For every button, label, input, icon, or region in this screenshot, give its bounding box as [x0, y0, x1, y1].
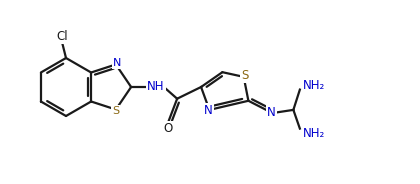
Text: O: O — [163, 122, 173, 135]
Text: NH₂: NH₂ — [303, 127, 325, 140]
Text: S: S — [112, 106, 119, 116]
Text: Cl: Cl — [56, 31, 68, 43]
Text: N: N — [267, 106, 276, 119]
Text: N: N — [204, 104, 213, 117]
Text: S: S — [241, 69, 248, 82]
Text: N: N — [113, 59, 121, 68]
Text: NH₂: NH₂ — [303, 79, 325, 92]
Text: NH: NH — [147, 81, 165, 93]
